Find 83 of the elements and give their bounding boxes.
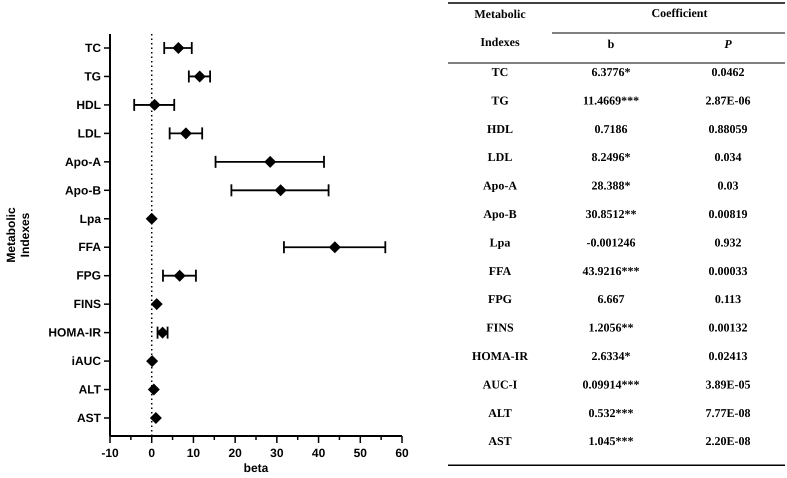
text: 0.0462 bbox=[712, 65, 744, 79]
text: 6.667 bbox=[598, 292, 624, 306]
y-tick-label: Apo-A bbox=[65, 154, 102, 169]
x-tick-label: 30 bbox=[270, 446, 284, 460]
text: 8.2496* bbox=[592, 150, 630, 164]
y-tick-label: FINS bbox=[74, 297, 101, 312]
text: 0.02413 bbox=[708, 349, 748, 363]
category-label: ALT bbox=[488, 406, 512, 420]
text: 0.88059 bbox=[708, 122, 748, 136]
text: 28.388* bbox=[592, 178, 630, 193]
text: 3.89E-05 bbox=[706, 377, 750, 392]
y-tick-label: HDL bbox=[76, 98, 101, 112]
text: 0.034 bbox=[714, 150, 742, 164]
y-tick-label: Apo-B bbox=[65, 183, 102, 198]
category-label: Lpa bbox=[490, 235, 510, 250]
category-label: P bbox=[724, 37, 732, 51]
text: Coefficient bbox=[652, 6, 708, 20]
point bbox=[146, 212, 158, 225]
text: 0.932 bbox=[714, 235, 742, 250]
category-label: FINS bbox=[486, 320, 514, 335]
y-axis-title: Metabolic Indexes bbox=[4, 207, 32, 263]
point bbox=[328, 241, 341, 254]
y-tick-label: HOMA-IR bbox=[48, 326, 102, 340]
x-tick-label: -10 bbox=[101, 446, 119, 460]
point bbox=[172, 42, 184, 54]
y-tick-label: TC bbox=[85, 41, 102, 55]
text: 1.2056** bbox=[588, 320, 634, 335]
category-label: Apo-B bbox=[483, 207, 517, 221]
category-label: b bbox=[608, 37, 615, 51]
x-axis-title: beta bbox=[244, 461, 269, 475]
y-tick-label: FFA bbox=[78, 240, 102, 254]
text: 0.03 bbox=[718, 178, 738, 193]
category-label: AUC-I bbox=[482, 377, 518, 392]
point bbox=[148, 98, 161, 111]
text: 7.77E-08 bbox=[706, 406, 750, 420]
point bbox=[148, 384, 160, 396]
category-label: TC bbox=[492, 65, 508, 79]
point bbox=[150, 412, 162, 424]
y-tick-label: Lpa bbox=[80, 212, 102, 226]
category-label: TG bbox=[491, 93, 509, 108]
text: Metabolic Indexes bbox=[474, 7, 526, 49]
y-tick-label: ALT bbox=[78, 382, 102, 397]
text: 2.6334* bbox=[592, 349, 630, 363]
x-tick-label: 10 bbox=[186, 446, 200, 460]
text: 2.20E-08 bbox=[706, 434, 750, 448]
text: 43.9216*** bbox=[582, 264, 640, 278]
category-label: FFA bbox=[488, 264, 512, 278]
x-tick-label: 20 bbox=[228, 446, 242, 460]
category-label: HOMA-IR bbox=[472, 349, 528, 363]
text: 0.532*** bbox=[588, 406, 634, 420]
y-tick-label: TG bbox=[84, 69, 101, 84]
y-tick-label: FPG bbox=[76, 268, 101, 283]
point bbox=[180, 127, 192, 140]
text: 0.09914*** bbox=[582, 377, 640, 392]
text: 11.4669*** bbox=[582, 93, 640, 108]
text: 6.3776* bbox=[592, 65, 630, 79]
text: 1.045*** bbox=[588, 434, 634, 448]
point bbox=[146, 355, 158, 368]
text: 30.8512** bbox=[586, 207, 636, 221]
text: 0.00819 bbox=[708, 207, 748, 221]
category-label: Apo-A bbox=[482, 178, 518, 193]
category-label: LDL bbox=[488, 150, 512, 164]
point bbox=[150, 298, 163, 310]
point bbox=[174, 270, 186, 282]
category-label: FPG bbox=[488, 292, 512, 306]
point bbox=[274, 184, 287, 196]
x-tick-label: 50 bbox=[354, 446, 368, 460]
category-label: AST bbox=[488, 434, 512, 448]
point bbox=[194, 70, 206, 82]
text: 0.00033 bbox=[708, 264, 748, 278]
text: 0.7186 bbox=[594, 122, 628, 136]
point bbox=[264, 156, 276, 168]
category-label: HDL bbox=[486, 122, 514, 136]
text: 0.00132 bbox=[708, 320, 748, 335]
x-tick-label: 0 bbox=[148, 446, 156, 460]
text: -0.001246 bbox=[586, 235, 636, 250]
y-tick-label: AST bbox=[77, 411, 102, 425]
text: 0.113 bbox=[714, 292, 742, 306]
text: 2.87E-06 bbox=[706, 93, 750, 108]
y-tick-label: iAUC bbox=[72, 354, 102, 368]
x-tick-label: 60 bbox=[395, 446, 409, 460]
y-tick-label: LDL bbox=[78, 126, 101, 140]
x-tick-label: 40 bbox=[312, 446, 326, 460]
